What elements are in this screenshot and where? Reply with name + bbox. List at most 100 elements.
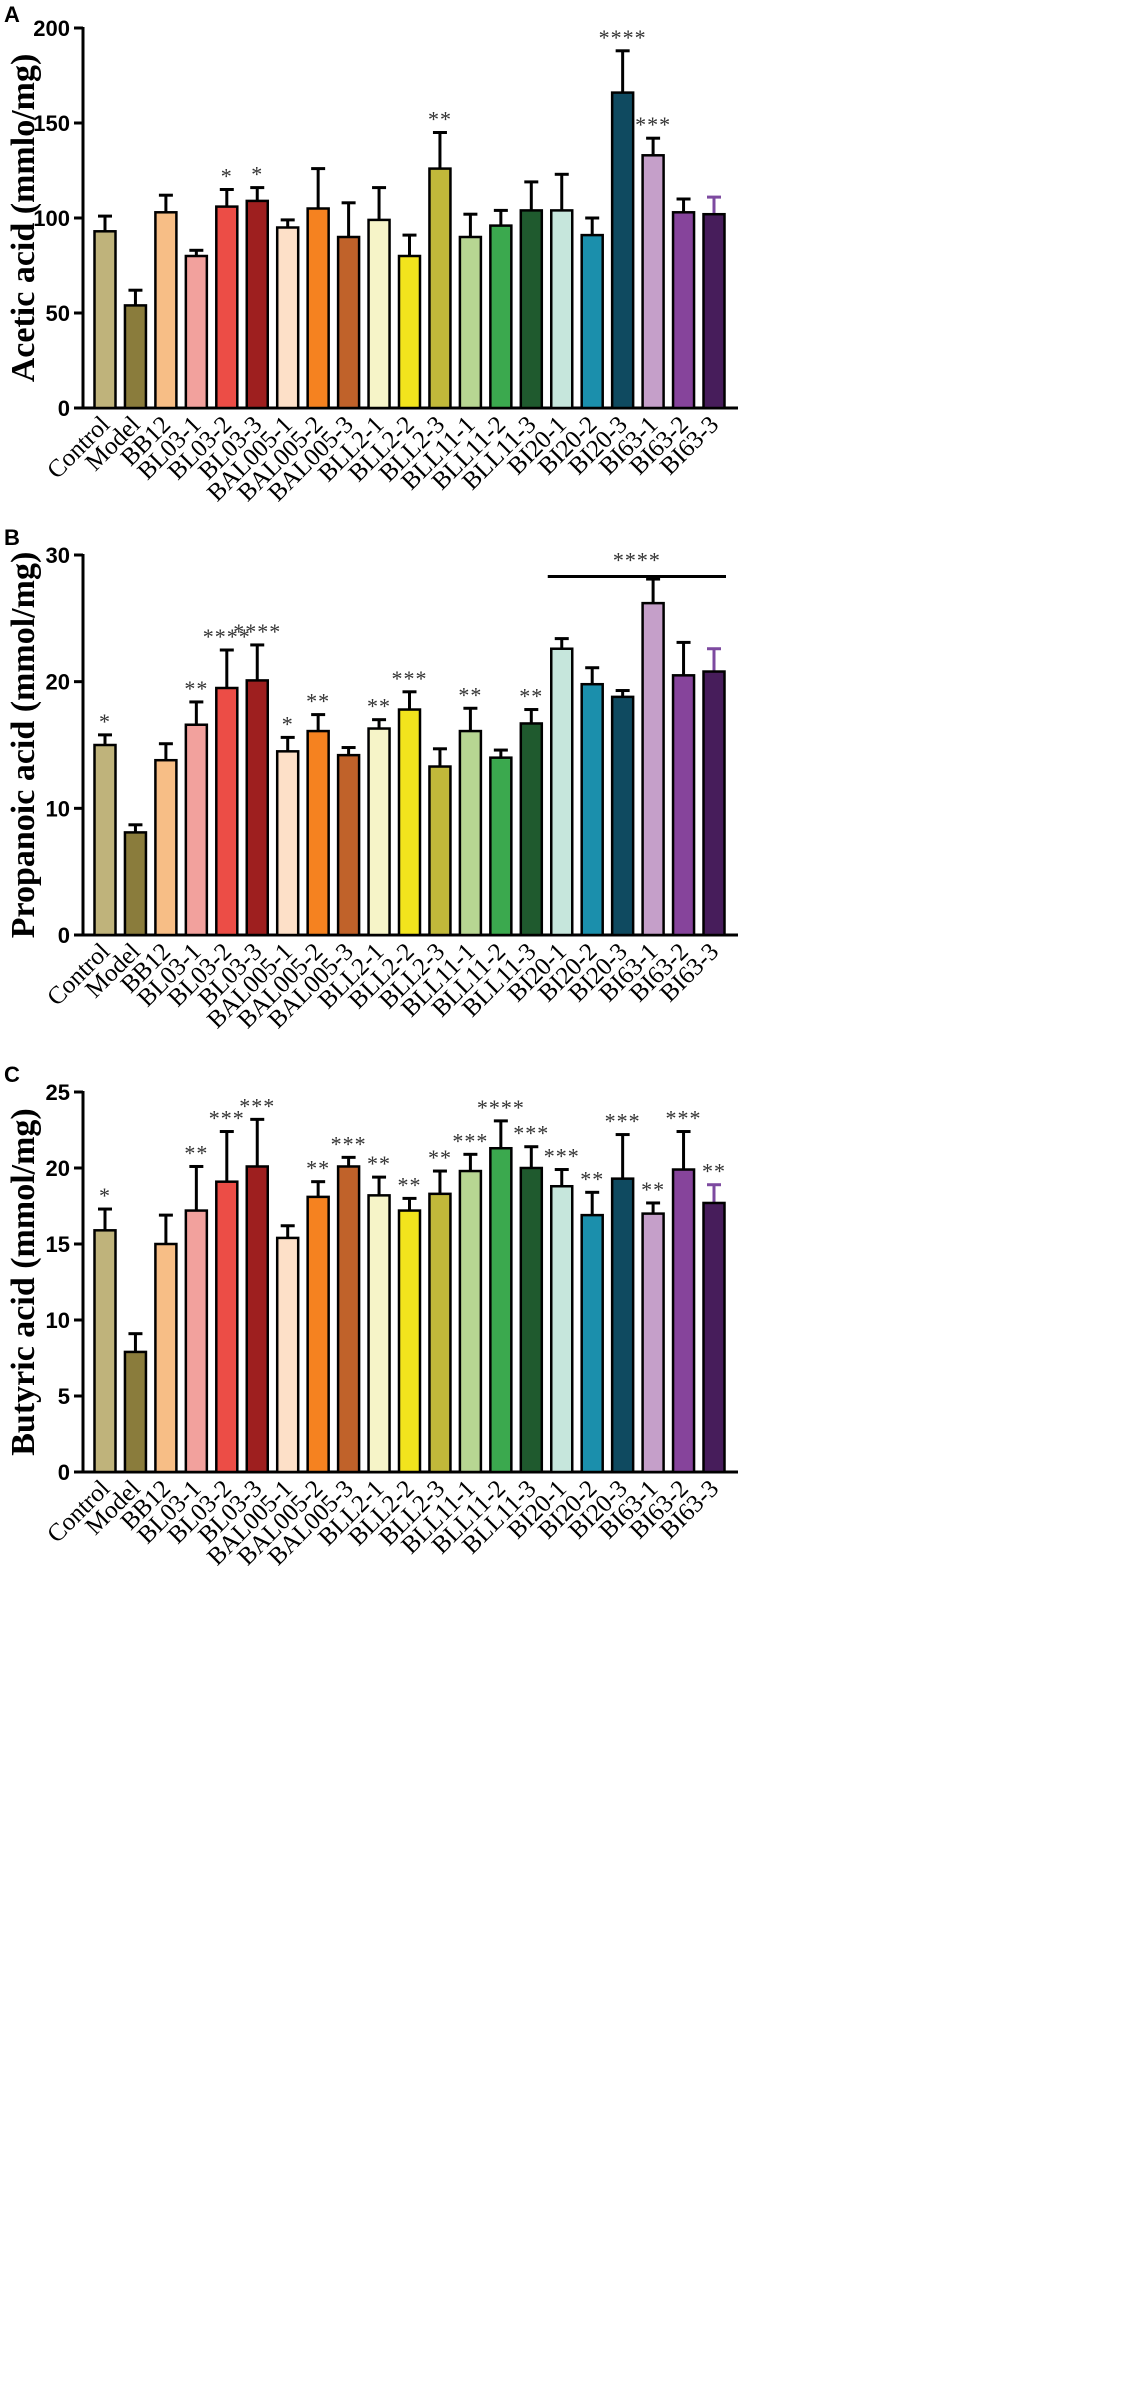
bar [215,205,239,410]
bar [93,230,117,410]
bar [275,1236,300,1474]
bar [428,765,452,937]
significance-label: **** [233,619,281,644]
y-tick-label: 10 [46,1308,70,1333]
bar [306,729,330,937]
y-tick-label: 200 [33,16,70,41]
y-tick-label: 0 [58,396,70,421]
bar [184,254,209,410]
bar [184,723,209,937]
significance-label: *** [513,1121,549,1146]
y-tick-label: 5 [58,1384,70,1409]
significance-label: *** [666,1106,702,1131]
bar [245,679,269,937]
y-tick-label: 30 [46,543,70,568]
bar [458,729,483,937]
bar [458,1169,483,1474]
significance-label: *** [544,1144,580,1169]
bar [367,1194,391,1474]
bar [306,207,330,410]
significance-label: *** [635,112,671,137]
significance-label: ** [580,1166,604,1191]
bar [428,1192,452,1474]
significance-label: *** [331,1131,367,1156]
significance-label: ** [458,682,482,707]
bar [702,212,726,410]
y-tick-label: 0 [58,923,70,948]
bar [123,304,148,410]
significance-label: *** [605,1109,641,1134]
bar [245,1165,269,1474]
y-tick-label: 150 [33,111,70,136]
y-axis-label: Butyric acid (mmol/mg) [5,1108,42,1456]
significance-label: ** [306,689,330,714]
y-tick-label: 20 [46,1156,70,1181]
significance-label: **** [599,25,647,50]
significance-label: ** [519,684,543,709]
bar [550,1184,574,1474]
bar [489,224,513,410]
bar [580,682,604,937]
significance-label: * [221,164,233,189]
panel-letter: A [4,2,20,27]
y-tick-label: 50 [46,301,70,326]
significance-label: *** [452,1128,488,1153]
bar [336,1165,361,1474]
significance-label: * [99,709,111,734]
y-tick-label: 10 [46,796,70,821]
bar [397,254,422,410]
bar [580,1213,604,1474]
bar [154,758,178,937]
bar [610,91,635,410]
y-axis-label: Propanoic acid (mmol/mg) [5,552,42,939]
bar [702,670,726,937]
bar [336,235,361,410]
significance-label: * [282,711,294,736]
significance-label: ** [428,1145,452,1170]
significance-label: **** [203,624,251,649]
bar [671,674,696,937]
bar [641,601,665,937]
bar [641,1212,665,1474]
bar [550,209,574,410]
bar [367,727,391,937]
bar [641,154,665,410]
significance-label: *** [392,666,428,691]
bar [336,753,361,937]
bar [93,743,117,937]
panel-letter: B [4,525,20,550]
significance-label: * [251,162,263,187]
bar [275,226,300,410]
bar [245,199,269,410]
bar [215,1180,239,1474]
significance-label: ** [306,1156,330,1181]
y-tick-label: 0 [58,1460,70,1485]
panel-letter: C [4,1062,20,1087]
bar [702,1201,726,1474]
bar [610,1177,635,1474]
significance-label: ** [367,694,391,719]
y-tick-label: 100 [33,206,70,231]
bar [397,708,422,937]
bar [428,167,452,410]
bar [184,1209,209,1474]
significance-label: ** [641,1177,665,1202]
bar [519,209,544,410]
significance-label: *** [209,1106,245,1131]
bar [123,831,148,937]
bar [489,756,513,937]
y-tick-label: 20 [46,670,70,695]
bar [519,1166,544,1474]
significance-label: ** [702,1159,726,1184]
significance-label: ** [398,1172,422,1197]
bar [489,1146,513,1474]
bracket-label: **** [613,548,661,573]
y-tick-label: 15 [46,1232,70,1257]
y-axis-label: Acetic acid (mmlo/mg) [5,54,42,383]
bar [671,1168,696,1474]
y-tick-label: 25 [46,1080,70,1105]
significance-label: ** [184,1140,208,1165]
bar [306,1195,330,1474]
bar [275,750,300,937]
